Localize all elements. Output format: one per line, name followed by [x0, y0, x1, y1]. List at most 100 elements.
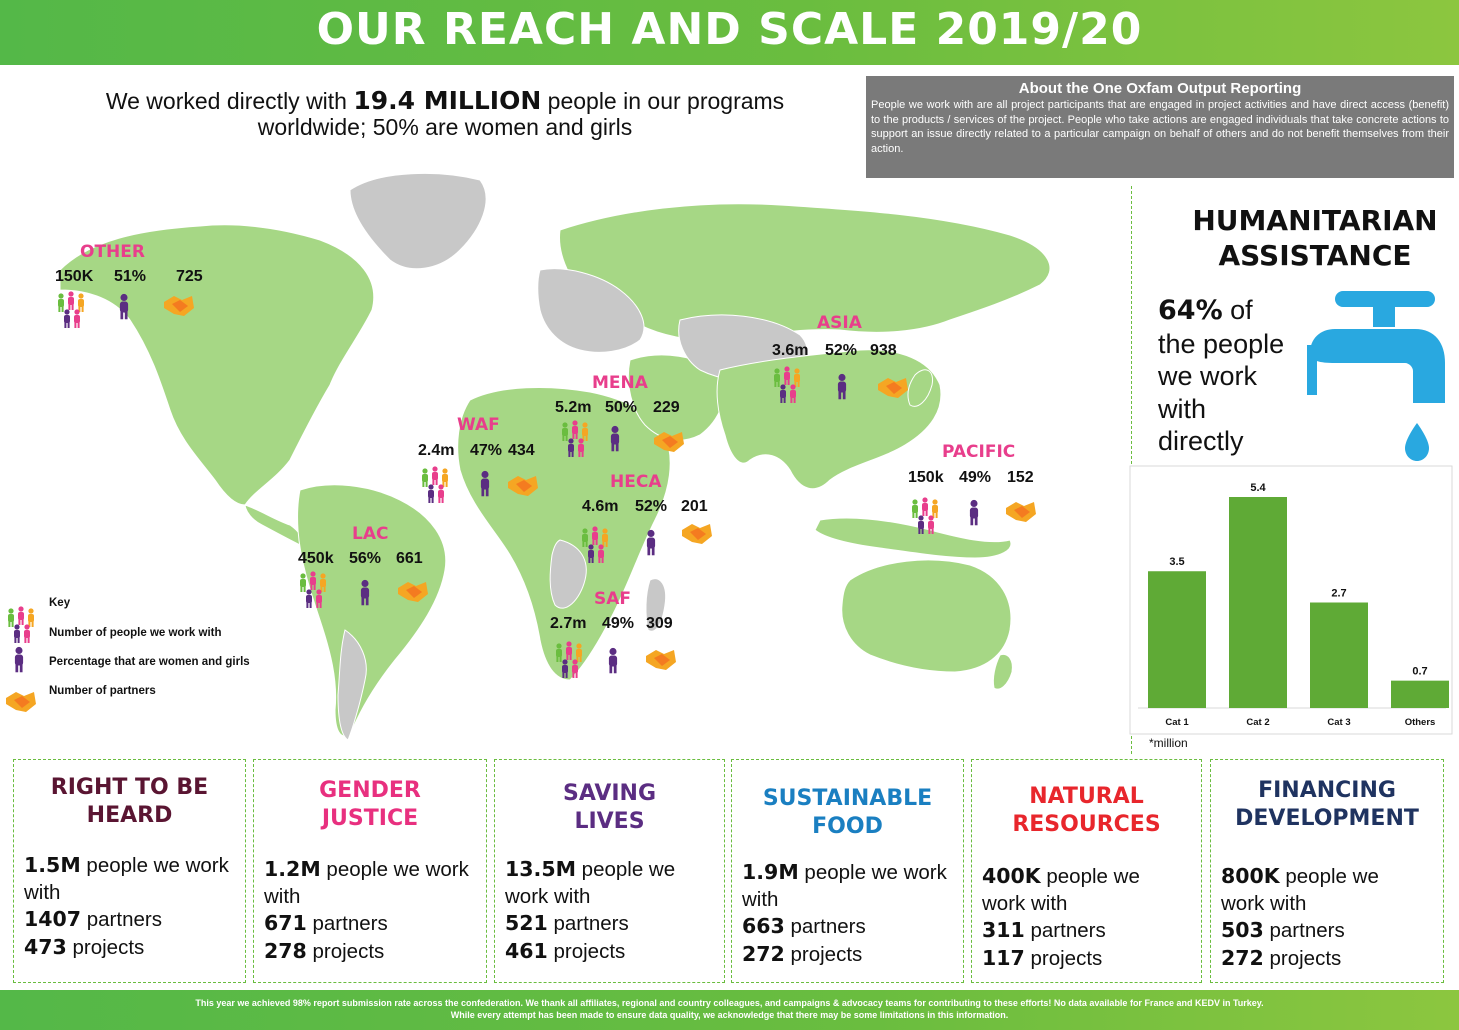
handshake-icon: [1006, 502, 1036, 522]
theme-title-line1: GENDER: [319, 778, 421, 803]
theme-partners-text: partners: [547, 912, 629, 935]
humanitarian-line2: the people: [1158, 328, 1285, 359]
chart-category-label: Cat 3: [1327, 717, 1350, 728]
key-title: Key: [49, 597, 71, 609]
theme-people-text: people we: [1279, 865, 1379, 888]
headline: We worked directly with 19.4 MILLION peo…: [40, 86, 850, 141]
headline-line2: worldwide; 50% are women and girls: [257, 114, 633, 140]
key-partners-label: Number of partners: [49, 685, 156, 697]
map-europe: [537, 268, 645, 353]
water-tap-icon: [1307, 291, 1445, 461]
theme-projects-text: projects: [547, 939, 626, 963]
theme-projects-text: projects: [306, 939, 385, 963]
region-people-count: 2.4m: [418, 442, 455, 459]
theme-title-line2: LIVES: [574, 809, 645, 834]
handshake-icon: [508, 476, 538, 496]
theme-projects-text: projects: [1024, 946, 1103, 970]
theme-projects-text: projects: [1263, 946, 1342, 970]
people-group-icon: [8, 606, 34, 643]
theme-card-right-to-be-heard: RIGHT TO BE HEARD 1.5M people we work wit…: [13, 759, 246, 983]
region-women-pct: 49%: [959, 469, 992, 486]
theme-partners: 1407: [24, 907, 82, 931]
region-people-count: 150K: [55, 268, 94, 285]
footer-banner: [0, 990, 1459, 1030]
woman-icon: [119, 293, 129, 320]
handshake-icon: [878, 378, 908, 398]
map-africa: [457, 386, 671, 681]
theme-projects: 278: [264, 938, 307, 963]
theme-title: SUSTAINABLE FOOD: [732, 785, 963, 841]
theme-partners: 521: [505, 911, 548, 935]
region-partners: 229: [653, 399, 680, 416]
chart-bar: [1229, 497, 1287, 708]
handshake-icon: [682, 524, 712, 544]
handshake-icon: [654, 432, 684, 452]
theme-people-text: people we work: [80, 854, 229, 877]
theme-title-line2: HEARD: [86, 803, 173, 828]
theme-partners-text: partners: [81, 908, 162, 931]
region-people-count: 2.7m: [550, 615, 587, 632]
theme-title: GENDER JUSTICE: [254, 777, 486, 833]
chart-bar: [1391, 680, 1449, 708]
region-partners: 434: [508, 442, 535, 459]
humanitarian-title-line1: HUMANITARIAN: [1192, 204, 1438, 237]
people-group-icon: [556, 641, 582, 678]
headline-pre: We worked directly with: [105, 88, 354, 114]
theme-title-line1: SUSTAINABLE: [762, 786, 933, 811]
theme-people: 13.5M: [505, 857, 576, 881]
theme-projects: 117: [982, 945, 1025, 970]
region-name: LAC: [352, 524, 389, 544]
people-group-icon: [300, 571, 326, 608]
map-australia: [841, 559, 1012, 673]
region-partners: 661: [396, 550, 423, 567]
theme-projects: 272: [742, 941, 785, 966]
theme-with-text: with: [264, 884, 301, 908]
theme-card-financing-development: FINANCING DEVELOPMENT 800K people we work…: [1210, 759, 1444, 983]
region-name: PACIFIC: [942, 442, 1016, 462]
map-south-america: [297, 484, 447, 737]
region-partners: 152: [1007, 469, 1034, 486]
key-people-label: Number of people we work with: [49, 627, 222, 639]
theme-partners: 671: [264, 911, 307, 935]
theme-people-text: people we work: [320, 858, 469, 881]
theme-partners: 311: [982, 918, 1025, 942]
theme-people-text: people we: [575, 858, 676, 881]
chart-category-label: Others: [1405, 717, 1436, 728]
region-women-pct: 52%: [825, 342, 858, 359]
humanitarian-line5: directly: [1158, 426, 1244, 456]
chart-category-label: Cat 1: [1165, 717, 1189, 728]
theme-partners-text: partners: [1024, 919, 1106, 942]
map-new-zealand: [992, 653, 1013, 690]
headline-highlight: 19.4 MILLION: [353, 86, 542, 115]
theme-card-natural-resources: NATURAL RESOURCES 400K people we work wit…: [971, 759, 1202, 983]
region-name: OTHER: [80, 242, 145, 262]
chart-bars: 3.5 Cat 1 5.4 Cat 2 2.7 Cat 3 0.7 Others: [1148, 482, 1449, 728]
chart-category-label: Cat 2: [1246, 717, 1269, 728]
theme-people-text: people we: [1040, 865, 1140, 888]
theme-projects: 461: [505, 938, 548, 963]
region-people-count: 4.6m: [582, 498, 619, 515]
theme-card-gender-justice: GENDER JUSTICE 1.2M people we work with 6…: [253, 759, 487, 983]
region-name: HECA: [610, 472, 662, 492]
humanitarian-text: 64% of the people we work with directly: [1158, 294, 1318, 458]
handshake-icon: [646, 650, 676, 670]
theme-partners: 503: [1221, 918, 1264, 942]
theme-title: SAVING LIVES: [495, 780, 724, 836]
map-central-america: [244, 504, 303, 546]
map-indonesia: [814, 517, 1012, 559]
theme-title-line1: FINANCING: [1258, 778, 1396, 803]
people-group-icon: [582, 526, 608, 563]
map-africa-grey: [549, 539, 587, 609]
humanitarian-title-line2: ASSISTANCE: [1218, 239, 1412, 272]
woman-icon: [480, 470, 490, 497]
humanitarian-bar-chart: 3.5 Cat 1 5.4 Cat 2 2.7 Cat 3 0.7 Others: [1129, 465, 1453, 735]
chart-data-label: 0.7: [1412, 666, 1427, 678]
theme-people: 1.2M: [264, 857, 321, 881]
theme-title-line2: JUSTICE: [321, 806, 419, 831]
theme-partners-text: partners: [784, 915, 866, 938]
woman-icon: [837, 373, 847, 400]
theme-partners: 663: [742, 914, 785, 938]
chart-data-label: 5.4: [1250, 482, 1266, 494]
theme-people: 400K: [982, 864, 1041, 888]
theme-people-text: people we work: [798, 861, 947, 884]
